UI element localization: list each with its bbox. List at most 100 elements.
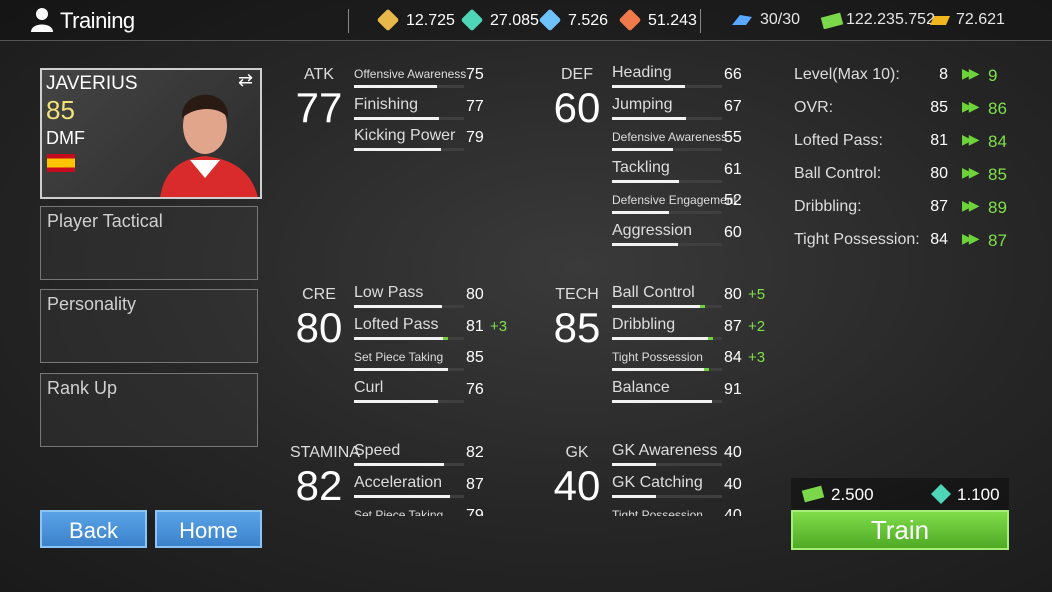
back-button[interactable]: Back [40,510,147,548]
stat-bar [612,179,680,183]
stat-value: 66 [724,66,742,83]
stat-bar [612,148,673,152]
token-icon [931,484,951,504]
user-icon [31,8,53,32]
currency: 7.526 [568,12,609,29]
bonus-bar [443,336,449,340]
stat-bar [612,243,678,246]
group-value: 85 [553,304,601,351]
menu-item[interactable]: Rank Up [40,373,258,447]
stat-value: 81 [466,317,484,335]
stat-value: 61 [724,160,742,178]
divider [348,9,349,33]
stat-value: 79 [466,507,484,516]
stat-bar [354,116,439,120]
flag [47,154,75,172]
stat-value: 40 [724,475,742,493]
stat-name: Offensive Awareness [354,67,467,81]
group-label: ATK [304,66,334,83]
stat-bar [354,368,448,372]
stat-name: Kicking Power [354,127,456,145]
train-button[interactable]: Train [791,510,1009,550]
stat-value: 40 [724,444,742,461]
stat-value: 52 [724,192,742,210]
stat-name: Finishing [354,95,419,113]
upgrade-arrow: ▶▶ [962,98,979,114]
currency: 51.243 [648,12,697,29]
stat-value: 82 [466,444,484,461]
upgrade-label: Tight Possession: [794,231,920,248]
group-label: DEF [561,66,593,83]
stat-bar [612,368,705,372]
bonus-bar [707,336,713,340]
stat-name: Balance [612,378,670,396]
stat-value: 55 [724,129,742,147]
cash: 122.235.752 [846,11,935,28]
stat-value: 85 [466,349,484,367]
stat-list: Heading 66 Jumping 67 Defensive Awareness 55 T… [612,62,842,262]
player-portrait [160,94,258,197]
stat-bar [612,211,670,215]
stat-bar [612,85,685,88]
stat-name: Tight Possession [612,508,703,516]
upgrade-to: 85 [988,165,1007,184]
group-label: GK [565,444,589,461]
group-label: TECH [555,286,599,303]
menu-item[interactable]: Player Tactical [40,206,258,280]
group-value: 60 [553,84,601,131]
menu-item[interactable]: Personality [40,289,258,363]
cash-icon [801,485,825,503]
stat-name: Lofted Pass [354,315,439,333]
stat-name: Tight Possession [612,350,703,365]
currency: 27.085 [490,12,539,29]
stat-value: 67 [724,97,742,115]
group-value: 80 [295,304,343,351]
player-position: DMF [46,128,85,148]
stat-name: Aggression [612,222,693,239]
stat-value: 60 [724,224,742,241]
upgrade-label: Dribbling: [794,198,862,215]
stat-name: Acceleration [354,473,443,491]
stat-track [612,463,722,466]
swap-icon[interactable]: ⇄ [238,70,254,90]
stat-name: Heading [612,64,672,81]
stat-value: 76 [466,380,484,398]
token-cost: 1.100 [957,485,1000,504]
upgrade-to: 9 [988,66,998,85]
stat-value: 87 [724,317,742,335]
stat-bonus: +5 [748,286,766,303]
stat-list: Offensive Awareness 75 Finishing 77 Kicking … [354,62,584,262]
upgrade-arrow: ▶▶ [962,65,979,81]
stat-name: Set Piece Taking [354,350,444,365]
stat-bar [612,494,656,498]
group-label: CRE [302,286,336,303]
cash-cost: 2.500 [831,485,874,504]
stat-bonus: +2 [748,317,766,335]
upgrade-arrow: ▶▶ [962,164,979,180]
stat-list: GK Awareness 40 GK Catching 40 Tight Possess… [612,440,842,516]
stat-name: Low Pass [354,284,424,301]
energy: 30/30 [760,11,801,28]
upgrade-arrow: ▶▶ [962,131,979,147]
upgrade-label: Lofted Pass: [794,132,883,149]
upgrade-from: 80 [930,165,948,182]
stat-bonus: +3 [748,349,766,367]
stat-value: 79 [466,129,484,147]
upgrade-to: 89 [988,198,1007,217]
upgrade-arrow: ▶▶ [962,230,979,246]
stat-value: 84 [724,349,742,367]
stat-bar [354,85,437,88]
stat-bar [612,463,656,466]
upgrade-from: 87 [930,198,948,215]
upgrade-to: 86 [988,99,1007,118]
stat-bar [612,305,700,308]
bonus-bar [700,305,705,308]
gold-icon [930,16,950,25]
stat-bar [354,305,442,308]
home-button[interactable]: Home [155,510,262,548]
stat-bar [354,494,450,498]
stat-name: Defensive Engagement [612,193,737,208]
stat-bar [612,116,686,120]
stat-bar [612,399,713,403]
